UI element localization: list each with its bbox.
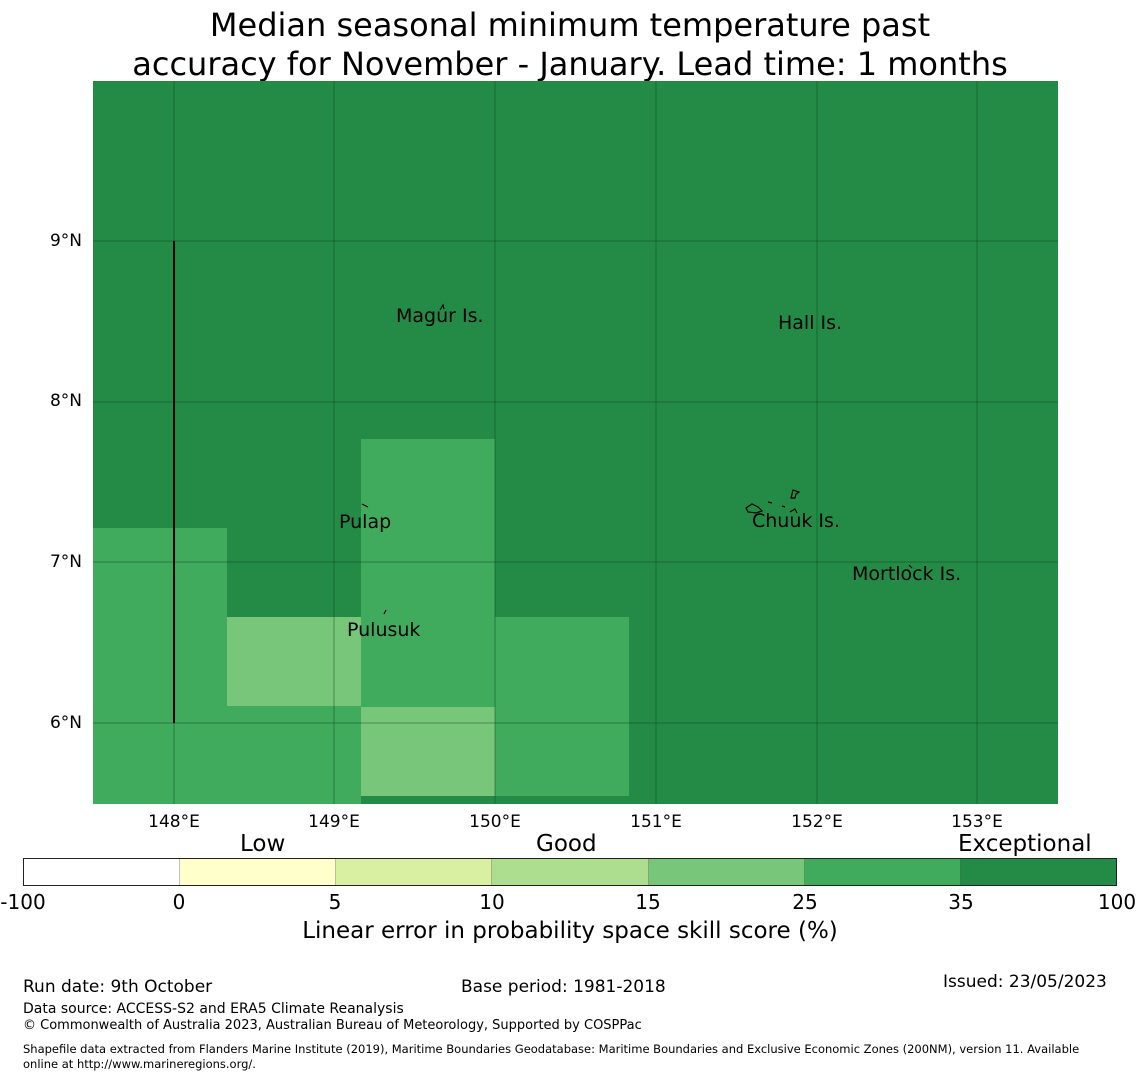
place-label-magur: Magur Is. [396, 305, 484, 327]
island-chuuk-islet [767, 501, 773, 504]
colorbar-tick: 35 [948, 890, 974, 914]
title-line-1: Median seasonal minimum temperature past [209, 6, 931, 44]
lon-label-150: 150°E [469, 812, 521, 832]
island-mortlock [908, 564, 913, 569]
lon-label-149: 149°E [308, 812, 360, 832]
colorbar-segment-3 [492, 859, 649, 885]
data-source: Data source: ACCESS-S2 and ERA5 Climate … [23, 1001, 404, 1017]
lon-label-148: 148°E [148, 812, 200, 832]
legend-category-good: Good [536, 831, 597, 857]
place-label-pulusuk: Pulusuk [347, 619, 421, 641]
colorbar-tick: 5 [328, 890, 342, 914]
colorbar-segment-6 [960, 859, 1116, 885]
lat-label-8: 8°N [49, 391, 82, 411]
cell-good-mid [361, 707, 495, 796]
run-date: Run date: 9th October [23, 977, 213, 997]
base-period: Base period: 1981-2018 [461, 977, 666, 997]
colorbar [23, 858, 1117, 886]
title-line-2: accuracy for November - January. Lead ti… [132, 45, 1008, 83]
island-chuuk-islet [781, 505, 786, 508]
lat-label-6: 6°N [49, 713, 82, 733]
legend-category-exceptional: Exceptional [958, 831, 1092, 857]
island-pulusuk [383, 609, 387, 615]
cell-good-high [361, 439, 495, 707]
lon-label-152: 152°E [791, 812, 843, 832]
copyright: © Commonwealth of Australia 2023, Austra… [23, 1018, 642, 1033]
cell-good-mid [227, 617, 361, 706]
island-chuuk-reef [790, 489, 801, 499]
colorbar-tick: 100 [1097, 890, 1137, 914]
colorbar-tick: 10 [479, 890, 505, 914]
colorbar-tick: 0 [172, 890, 186, 914]
colorbar-segment-0 [24, 859, 181, 885]
island-magur [439, 303, 445, 311]
place-label-chuuk: Chuuk Is. [752, 510, 840, 532]
colorbar-segment-4 [648, 859, 805, 885]
colorbar-label: Linear error in probability space skill … [302, 918, 838, 944]
lat-label-7: 7°N [49, 552, 82, 572]
island-chuuk-lagoon [745, 503, 764, 514]
colorbar-tick: 15 [635, 890, 661, 914]
colorbar-tick: 25 [792, 890, 818, 914]
colorbar-segment-5 [804, 859, 961, 885]
cell-good-high [495, 617, 629, 796]
island-pulap [361, 503, 369, 508]
cell-good-high [227, 706, 361, 804]
lat-label-9: 9°N [49, 231, 82, 251]
lon-label-153: 153°E [951, 812, 1003, 832]
cell-good-high [93, 528, 227, 804]
colorbar-segment-1 [180, 859, 337, 885]
shapefile-credit-line-1: Shapefile data extracted from Flanders M… [23, 1042, 1080, 1056]
issued-date: Issued: 23/05/2023 [943, 972, 1107, 992]
place-label-pulap: Pulap [339, 511, 392, 533]
shapefile-credit-line-2: online at http://www.marineregions.org/. [23, 1057, 256, 1071]
place-label-hall: Hall Is. [778, 312, 843, 334]
lon-label-151: 151°E [630, 812, 682, 832]
legend-category-low: Low [240, 831, 286, 857]
place-label-mortlock: Mortlock Is. [852, 563, 962, 585]
colorbar-segment-2 [336, 859, 493, 885]
skill-map [93, 81, 1058, 804]
colorbar-tick: -100 [0, 890, 46, 914]
island-chuuk-islet [789, 508, 798, 514]
